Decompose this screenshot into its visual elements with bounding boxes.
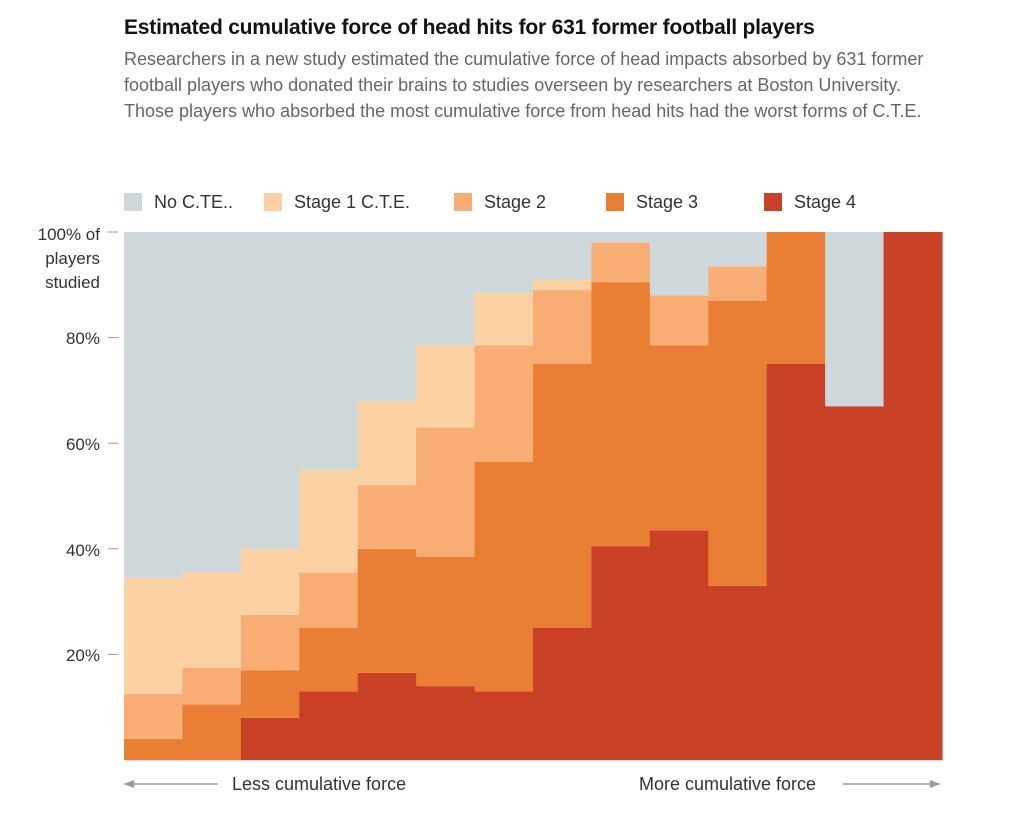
bar-segment-stage2-col2 bbox=[182, 667, 242, 705]
legend-label-stage3: Stage 3 bbox=[636, 192, 699, 212]
y-axis-label-100-line1: 100% of bbox=[37, 225, 100, 244]
bar-segment-stage2-col3 bbox=[240, 614, 300, 671]
chart-title: Estimated cumulative force of head hits … bbox=[124, 16, 815, 39]
bar-segment-stage1-col5 bbox=[357, 400, 417, 486]
bar-segment-stage2-col8 bbox=[533, 290, 593, 364]
bar-segment-no_cte-col11 bbox=[708, 232, 768, 267]
bar-segment-no_cte-col3 bbox=[240, 232, 300, 549]
legend-item-stage4: Stage 4 bbox=[764, 190, 856, 214]
bar-segment-stage1-col6 bbox=[416, 345, 476, 428]
bar-segment-stage2-col6 bbox=[416, 427, 476, 557]
y-axis-label-40: 40% bbox=[65, 541, 100, 560]
bar-segment-stage1-col4 bbox=[299, 469, 359, 573]
bar-segment-no_cte-col5 bbox=[357, 232, 417, 401]
bar-segment-stage4-col4 bbox=[299, 691, 359, 760]
bar-segment-stage2-col7 bbox=[474, 345, 534, 462]
bar-segment-stage1-col3 bbox=[240, 548, 300, 615]
bar-segment-stage3-col12 bbox=[766, 232, 826, 364]
bar-segment-stage4-col9 bbox=[591, 546, 651, 760]
legend-item-stage1: Stage 1 C.T.E. bbox=[264, 190, 410, 214]
bar-segment-stage3-col8 bbox=[533, 364, 593, 628]
legend-item-no-cte: No C.TE.. bbox=[124, 190, 233, 214]
bar-segment-stage4-col10 bbox=[649, 530, 709, 760]
legend-label-no-cte: No C.TE.. bbox=[154, 192, 234, 212]
bar-segment-stage4-col12 bbox=[766, 364, 826, 760]
legend-item-stage2: Stage 2 bbox=[454, 190, 546, 214]
bar-segment-stage3-col6 bbox=[416, 556, 476, 687]
legend-swatch-stage3 bbox=[606, 193, 624, 211]
bar-segment-stage3-col7 bbox=[474, 461, 534, 692]
chart-header: Estimated cumulative force of head hits … bbox=[124, 14, 984, 124]
legend-swatch-no-cte bbox=[124, 193, 142, 211]
y-axis-label-100: 100% of players studied bbox=[38, 223, 100, 295]
bar-segment-stage2-col9 bbox=[591, 242, 651, 283]
bar-segment-stage2-col5 bbox=[357, 485, 417, 549]
y-axis-label-60: 60% bbox=[65, 435, 100, 454]
bar-segment-stage1-col7 bbox=[474, 292, 534, 346]
bar-segment-no_cte-col13 bbox=[825, 232, 885, 407]
bar-segment-stage1-col2 bbox=[182, 572, 242, 668]
left-arrow-icon-head bbox=[124, 780, 134, 788]
bar-segment-stage2-col11 bbox=[708, 266, 768, 301]
y-axis-label-80: 80% bbox=[65, 329, 100, 348]
bar-segment-no_cte-col2 bbox=[182, 232, 242, 573]
bar-segment-no_cte-col9 bbox=[591, 232, 651, 243]
bar-segment-stage4-col11 bbox=[708, 585, 768, 760]
legend-swatch-stage4 bbox=[764, 193, 782, 211]
bar-segment-stage4-col8 bbox=[533, 628, 593, 760]
bar-segment-stage1-col8 bbox=[533, 279, 593, 291]
bar-segment-stage4-col5 bbox=[357, 672, 417, 760]
bar-segment-stage4-col3 bbox=[240, 717, 300, 760]
bar-segment-no_cte-col10 bbox=[649, 232, 709, 296]
bar-segment-no_cte-col1 bbox=[124, 232, 184, 578]
bar-segment-stage4-col7 bbox=[474, 691, 534, 760]
less-force-label: Less cumulative force bbox=[232, 774, 407, 794]
bar-segment-stage3-col10 bbox=[649, 345, 709, 531]
bar-segment-stage4-col6 bbox=[416, 686, 476, 760]
right-arrow-icon-head bbox=[930, 780, 940, 788]
legend-label-stage2: Stage 2 bbox=[484, 192, 547, 212]
bar-segment-no_cte-col8 bbox=[533, 232, 593, 280]
bar-segment-no_cte-col6 bbox=[416, 232, 476, 346]
legend-swatch-stage1 bbox=[264, 193, 282, 211]
legend-item-stage3: Stage 3 bbox=[606, 190, 698, 214]
more-force-label: More cumulative force bbox=[639, 774, 817, 794]
chart-subtitle: Researchers in a new study estimated the… bbox=[124, 49, 924, 121]
bar-segment-stage3-col1 bbox=[124, 738, 184, 760]
bar-segment-stage3-col4 bbox=[299, 628, 359, 692]
legend-label-stage4: Stage 4 bbox=[794, 192, 857, 212]
bar-segment-stage3-col5 bbox=[357, 548, 417, 673]
y-axis-label-100-line3: studied bbox=[45, 273, 100, 292]
bar-segment-no_cte-col7 bbox=[474, 232, 534, 293]
bar-segment-stage4-col14 bbox=[883, 232, 943, 760]
bar-segment-stage2-col1 bbox=[124, 694, 184, 739]
bar-segment-stage1-col1 bbox=[124, 577, 184, 694]
bar-segment-no_cte-col4 bbox=[299, 232, 359, 470]
y-axis-label-100-line2: players bbox=[45, 249, 100, 268]
legend-swatch-stage2 bbox=[454, 193, 472, 211]
bar-segment-stage2-col4 bbox=[299, 572, 359, 628]
bar-segment-stage3-col2 bbox=[182, 704, 242, 760]
legend-label-stage1: Stage 1 C.T.E. bbox=[294, 192, 411, 212]
bar-segment-stage3-col11 bbox=[708, 300, 768, 586]
bar-segment-stage3-col3 bbox=[240, 670, 300, 718]
bar-segment-stage2-col10 bbox=[649, 295, 709, 346]
bar-segment-stage3-col9 bbox=[591, 282, 651, 547]
bar-segment-stage4-col13 bbox=[825, 406, 885, 760]
y-axis-label-20: 20% bbox=[65, 646, 100, 665]
